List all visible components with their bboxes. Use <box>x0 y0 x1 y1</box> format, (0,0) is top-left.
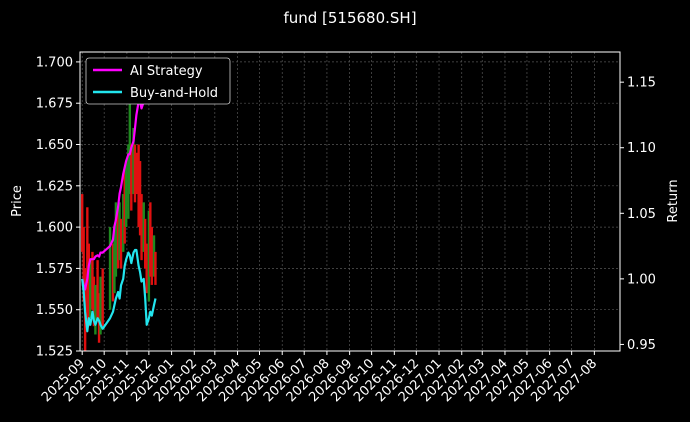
price-bar-2025-10-31 <box>124 161 128 228</box>
y-left-tick-label: 1.625 <box>36 179 73 194</box>
price-bar-2025-11-26 <box>144 218 147 269</box>
price-bar-2025-12-10 <box>154 251 157 285</box>
x-axis: 2025-092025-102025-112025-122026-012026-… <box>39 351 600 405</box>
price-bar-2025-09-15 <box>91 251 94 310</box>
legend: AI Strategy Buy-and-Hold <box>85 57 231 105</box>
price-bar-2025-11-28 <box>145 243 148 294</box>
y-axis-right-label: Return <box>666 179 681 222</box>
y-left-tick-label: 1.525 <box>36 345 73 360</box>
price-bar-2025-09-08 <box>86 207 89 327</box>
price-bar-2025-11-21 <box>140 194 143 261</box>
y-right-tick-label: 1.00 <box>627 272 656 287</box>
y-right-tick-label: 1.15 <box>627 76 656 91</box>
price-bar-2025-09-22 <box>96 260 99 318</box>
y-left-tick-label: 1.675 <box>36 97 73 112</box>
price-bar-2025-11-05 <box>128 94 132 195</box>
y-left-tick-label: 1.575 <box>36 262 73 277</box>
price-bar-2025-09-01 <box>80 194 84 252</box>
price-bar-2025-09-17 <box>92 276 96 327</box>
price-bar-2025-10-29 <box>123 169 126 244</box>
chart-title: fund [515680.SH] <box>283 9 416 27</box>
price-bar-2025-09-24 <box>97 293 101 343</box>
y-right-tick-label: 1.05 <box>627 207 656 222</box>
price-bar-2025-09-03 <box>82 227 85 302</box>
y-left-tick-label: 1.600 <box>36 221 73 236</box>
y-axis-left: 1.525 1.550 1.575 1.600 1.625 1.650 1.675 1.700 <box>36 55 80 360</box>
price-bar-2025-09-19 <box>94 284 97 335</box>
price-bar-2025-10-27 <box>122 194 125 252</box>
y-left-tick-label: 1.650 <box>36 138 73 153</box>
price-bar-2025-11-14 <box>135 152 138 195</box>
price-bar-2025-10-15 <box>113 227 116 294</box>
y-axis-right: 0.95 1.00 1.05 1.10 1.15 <box>620 76 656 353</box>
y-axis-left-label: Price <box>10 185 25 217</box>
price-bar-2025-10-13 <box>111 243 115 302</box>
price-bar-2025-09-12 <box>89 260 92 318</box>
price-bar-2025-09-26 <box>99 276 102 335</box>
y-left-tick-label: 1.550 <box>36 303 73 318</box>
series-line-buy-and-hold <box>81 248 157 333</box>
y-right-tick-label: 1.10 <box>627 141 656 156</box>
price-bar-2025-11-12 <box>133 144 137 203</box>
price-bar-2025-09-29 <box>101 268 104 327</box>
price-bar-2025-10-17 <box>114 202 118 277</box>
price-bars <box>80 94 157 351</box>
legend-label-ai-strategy: AI Strategy <box>130 64 203 79</box>
price-bar-2025-11-03 <box>127 144 130 219</box>
price-bar-2025-11-24 <box>142 202 145 252</box>
y-left-tick-label: 1.700 <box>36 55 73 70</box>
price-bar-2025-10-24 <box>119 218 123 269</box>
y-right-tick-label: 0.95 <box>627 338 656 353</box>
price-bar-2025-12-08 <box>152 235 156 277</box>
price-bar-2025-10-09 <box>108 227 112 310</box>
price-bar-2025-12-01 <box>147 210 151 302</box>
price-bar-2025-11-19 <box>138 161 142 236</box>
price-bar-2025-10-20 <box>116 210 120 269</box>
price-bar-2025-10-22 <box>118 202 121 261</box>
price-bar-2025-11-07 <box>130 144 133 211</box>
price-bar-2025-12-05 <box>150 227 154 285</box>
price-bar-2025-11-10 <box>132 127 135 195</box>
price-bar-2025-11-17 <box>137 144 140 228</box>
price-bar-2025-12-03 <box>149 202 152 277</box>
price-bar-2025-09-10 <box>87 243 90 327</box>
legend-label-buy-and-hold: Buy-and-Hold <box>130 86 218 101</box>
